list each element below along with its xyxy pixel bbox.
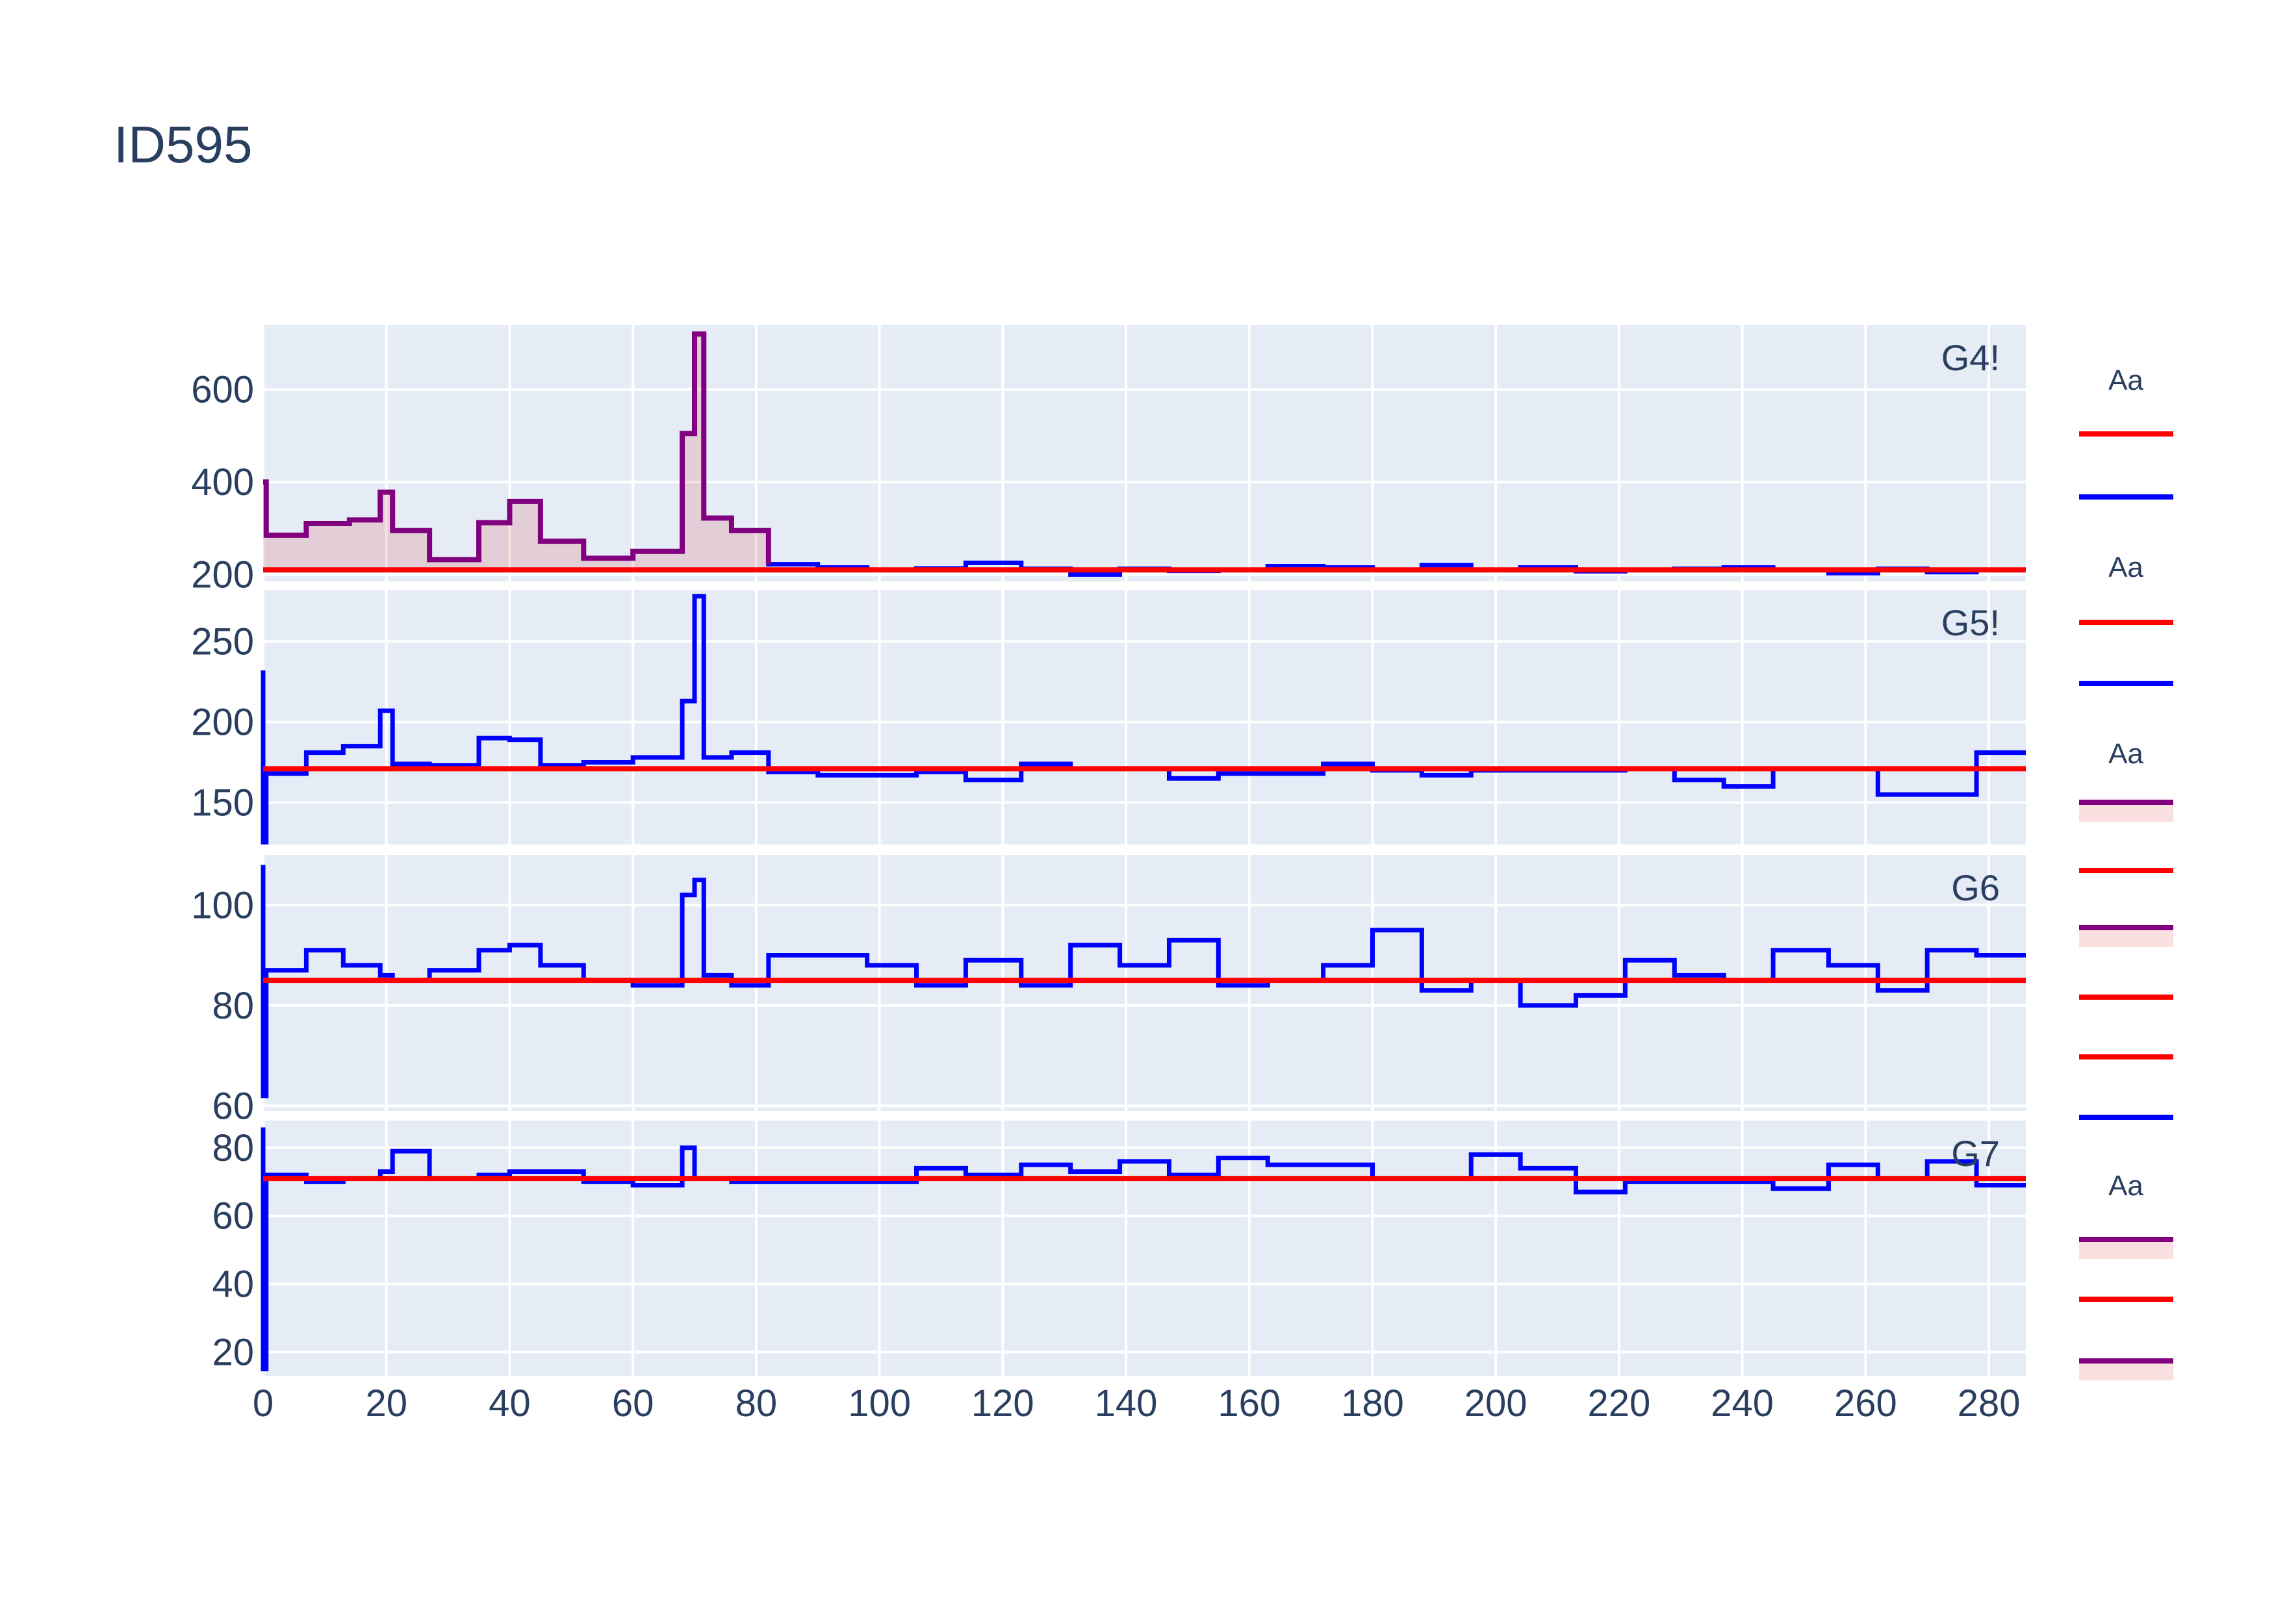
legend-group-title: Aa (2108, 364, 2143, 396)
x-tick-label: 40 (489, 1382, 531, 1425)
panel-g5: 150 200 250 G5! (191, 590, 2026, 844)
x-tick-label: 160 (1218, 1382, 1281, 1425)
x-axis: 0 20 40 60 80 100 120 140 160 180 200 220 240 260 280 (253, 1382, 2021, 1425)
panel-label: G6 (1951, 867, 2000, 908)
chart-title: ID595 (114, 116, 252, 173)
x-tick-label: 260 (1834, 1382, 1897, 1425)
anomaly-fill (263, 334, 769, 570)
legend-fill-swatch (2079, 1239, 2173, 1259)
plot-background (263, 1121, 2026, 1376)
series-line (261, 865, 2026, 1098)
panel-g6: 60 80 100 G6 (191, 855, 2026, 1127)
y-tick-label: 80 (212, 985, 254, 1027)
x-tick-label: 180 (1341, 1382, 1404, 1425)
y-tick-label: 250 (191, 620, 254, 663)
x-tick-label: 60 (612, 1382, 654, 1425)
series-line (261, 1127, 2026, 1372)
legend-fill-swatch (2079, 802, 2173, 822)
legend-group-title: Aa (2108, 738, 2143, 770)
x-tick-label: 100 (848, 1382, 911, 1425)
y-tick-label: 600 (191, 369, 254, 411)
legend-item[interactable] (2079, 1237, 2173, 1259)
legend-item[interactable] (2079, 1358, 2173, 1380)
y-tick-label: 200 (191, 553, 254, 596)
x-tick-label: 20 (365, 1382, 407, 1425)
y-tick-label: 20 (212, 1331, 254, 1373)
x-tick-label: 220 (1588, 1382, 1651, 1425)
y-tick-label: 150 (191, 781, 254, 824)
anomaly-line (263, 331, 771, 565)
plot-background (263, 590, 2026, 844)
x-tick-label: 200 (1464, 1382, 1527, 1425)
panel-g4: 200 400 600 G4! (191, 325, 2026, 596)
y-tick-label: 60 (212, 1195, 254, 1237)
y-tick-label: 40 (212, 1263, 254, 1306)
y-tick-label: 200 (191, 701, 254, 743)
legend-fill-swatch (2079, 1361, 2173, 1380)
legend-item[interactable] (2079, 925, 2173, 947)
x-tick-label: 0 (253, 1382, 274, 1425)
x-tick-label: 140 (1095, 1382, 1158, 1425)
panel-g7: 20 40 60 80 G7 (212, 1121, 2026, 1376)
panel-label: G4! (1941, 337, 2000, 378)
legend: Aa Aa Aa Aa (2079, 364, 2173, 1380)
legend-item[interactable] (2079, 800, 2173, 822)
y-tick-label: 100 (191, 884, 254, 926)
legend-group-title: Aa (2108, 552, 2143, 583)
x-tick-label: 240 (1711, 1382, 1774, 1425)
legend-fill-swatch (2079, 928, 2173, 947)
legend-group-title: Aa (2108, 1170, 2143, 1202)
y-tick-label: 60 (212, 1085, 254, 1127)
x-tick-label: 280 (1958, 1382, 2021, 1425)
y-tick-label: 80 (212, 1127, 254, 1169)
x-tick-label: 120 (971, 1382, 1034, 1425)
panel-label: G5! (1941, 602, 2000, 643)
x-tick-label: 80 (735, 1382, 778, 1425)
panel-label: G7 (1951, 1133, 2000, 1174)
y-tick-label: 400 (191, 461, 254, 503)
